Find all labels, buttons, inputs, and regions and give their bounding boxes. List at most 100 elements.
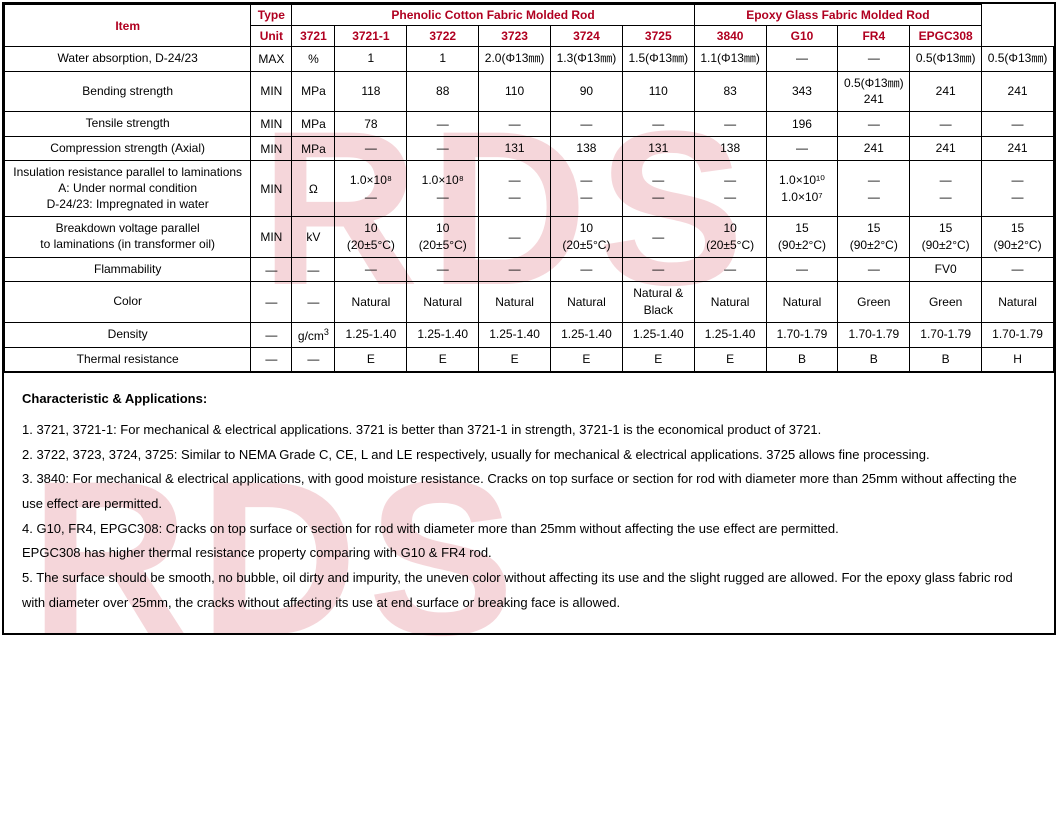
- row-type: —: [251, 347, 292, 372]
- row-value: ——: [622, 161, 694, 217]
- row-value: 0.5(Φ13㎜): [910, 47, 982, 72]
- row-value: ——: [982, 161, 1054, 217]
- page-container: Item Type Phenolic Cotton Fabric Molded …: [2, 2, 1056, 635]
- row-value: 241: [910, 71, 982, 112]
- row-value: —: [407, 112, 479, 137]
- row-value: 131: [622, 136, 694, 161]
- row-value: H: [982, 347, 1054, 372]
- hdr-col-3723: 3723: [479, 26, 551, 47]
- row-value: 1.70-1.79: [766, 322, 838, 347]
- row-value: Natural: [766, 282, 838, 323]
- row-value: 241: [982, 71, 1054, 112]
- hdr-col-fr4: FR4: [838, 26, 910, 47]
- row-value: 15(90±2°C): [982, 217, 1054, 258]
- row-value: 1.25-1.40: [479, 322, 551, 347]
- row-value: 241: [838, 136, 910, 161]
- notes-item: 4. G10, FR4, EPGC308: Cracks on top surf…: [22, 517, 1036, 542]
- row-item-name: Insulation resistance parallel to lamina…: [5, 161, 251, 217]
- notes-title: Characteristic & Applications:: [22, 387, 1036, 412]
- spec-table: Item Type Phenolic Cotton Fabric Molded …: [4, 4, 1054, 372]
- row-value: —: [766, 136, 838, 161]
- row-value: 241: [910, 136, 982, 161]
- row-type: MIN: [251, 217, 292, 258]
- row-value: —: [479, 217, 551, 258]
- notes-list: 1. 3721, 3721-1: For mechanical & electr…: [22, 418, 1036, 616]
- row-value: 10(20±5°C): [551, 217, 623, 258]
- row-value: ——: [838, 161, 910, 217]
- row-value: ——: [910, 161, 982, 217]
- row-unit: —: [292, 282, 335, 323]
- row-value: —: [982, 112, 1054, 137]
- notes-item: EPGC308 has higher thermal resistance pr…: [22, 541, 1036, 566]
- row-value: E: [335, 347, 407, 372]
- row-value: —: [551, 112, 623, 137]
- hdr-group2: Epoxy Glass Fabric Molded Rod: [694, 5, 981, 26]
- row-value: 1.25-1.40: [551, 322, 623, 347]
- row-value: E: [407, 347, 479, 372]
- row-value: 1.3(Φ13㎜): [551, 47, 623, 72]
- row-item-name: Tensile strength: [5, 112, 251, 137]
- row-value: —: [910, 112, 982, 137]
- row-value: 1.5(Φ13㎜): [622, 47, 694, 72]
- row-value: 1.25-1.40: [335, 322, 407, 347]
- hdr-type: Type: [251, 5, 292, 26]
- row-value: —: [622, 257, 694, 282]
- row-value: E: [551, 347, 623, 372]
- row-value: —: [622, 217, 694, 258]
- row-item-name: Compression strength (Axial): [5, 136, 251, 161]
- row-unit: MPa: [292, 136, 335, 161]
- table-body: Water absorption, D-24/23MAX%112.0(Φ13㎜)…: [5, 47, 1054, 372]
- row-value: 1.25-1.40: [407, 322, 479, 347]
- row-value: Natural: [407, 282, 479, 323]
- hdr-col-3724: 3724: [551, 26, 623, 47]
- table-row: Density—g/cm31.25-1.401.25-1.401.25-1.40…: [5, 322, 1054, 347]
- row-value: 1: [407, 47, 479, 72]
- table-row: Insulation resistance parallel to lamina…: [5, 161, 1054, 217]
- hdr-col-3721-1: 3721-1: [335, 26, 407, 47]
- row-unit: g/cm3: [292, 322, 335, 347]
- row-value: —: [838, 112, 910, 137]
- table-row: Compression strength (Axial)MINMPa——1311…: [5, 136, 1054, 161]
- row-value: ——: [551, 161, 623, 217]
- row-value: B: [766, 347, 838, 372]
- table-row: Tensile strengthMINMPa78—————196———: [5, 112, 1054, 137]
- hdr-col-epgc308: EPGC308: [910, 26, 982, 47]
- row-unit: MPa: [292, 71, 335, 112]
- row-value: 1.0×10⁸—: [335, 161, 407, 217]
- row-item-name: Water absorption, D-24/23: [5, 47, 251, 72]
- row-value: 110: [479, 71, 551, 112]
- hdr-item: Item: [5, 5, 251, 47]
- row-value: 1.70-1.79: [910, 322, 982, 347]
- row-value: ——: [694, 161, 766, 217]
- row-type: MIN: [251, 71, 292, 112]
- table-row: Thermal resistance——EEEEEEBBBH: [5, 347, 1054, 372]
- notes-item: 5. The surface should be smooth, no bubb…: [22, 566, 1036, 615]
- row-value: 1.70-1.79: [982, 322, 1054, 347]
- row-value: ——: [479, 161, 551, 217]
- hdr-unit: Unit: [251, 26, 292, 47]
- table-row: Bending strengthMINMPa118881109011083343…: [5, 71, 1054, 112]
- notes-section: Characteristic & Applications: 1. 3721, …: [4, 372, 1054, 633]
- notes-item: 2. 3722, 3723, 3724, 3725: Similar to NE…: [22, 443, 1036, 468]
- row-value: 241: [982, 136, 1054, 161]
- row-value: Natural: [694, 282, 766, 323]
- row-value: 90: [551, 71, 623, 112]
- row-item-name: Flammability: [5, 257, 251, 282]
- row-value: 88: [407, 71, 479, 112]
- row-value: 10(20±5°C): [694, 217, 766, 258]
- row-item-name: Bending strength: [5, 71, 251, 112]
- row-unit: MPa: [292, 112, 335, 137]
- row-item-name: Density: [5, 322, 251, 347]
- row-value: 138: [551, 136, 623, 161]
- row-item-name: Breakdown voltage parallelto laminations…: [5, 217, 251, 258]
- row-value: Green: [910, 282, 982, 323]
- row-value: —: [766, 47, 838, 72]
- row-value: —: [622, 112, 694, 137]
- row-value: Natural: [335, 282, 407, 323]
- row-value: 343: [766, 71, 838, 112]
- row-type: —: [251, 282, 292, 323]
- row-value: 83: [694, 71, 766, 112]
- row-value: —: [694, 257, 766, 282]
- table-row: Water absorption, D-24/23MAX%112.0(Φ13㎜)…: [5, 47, 1054, 72]
- hdr-col-3725: 3725: [622, 26, 694, 47]
